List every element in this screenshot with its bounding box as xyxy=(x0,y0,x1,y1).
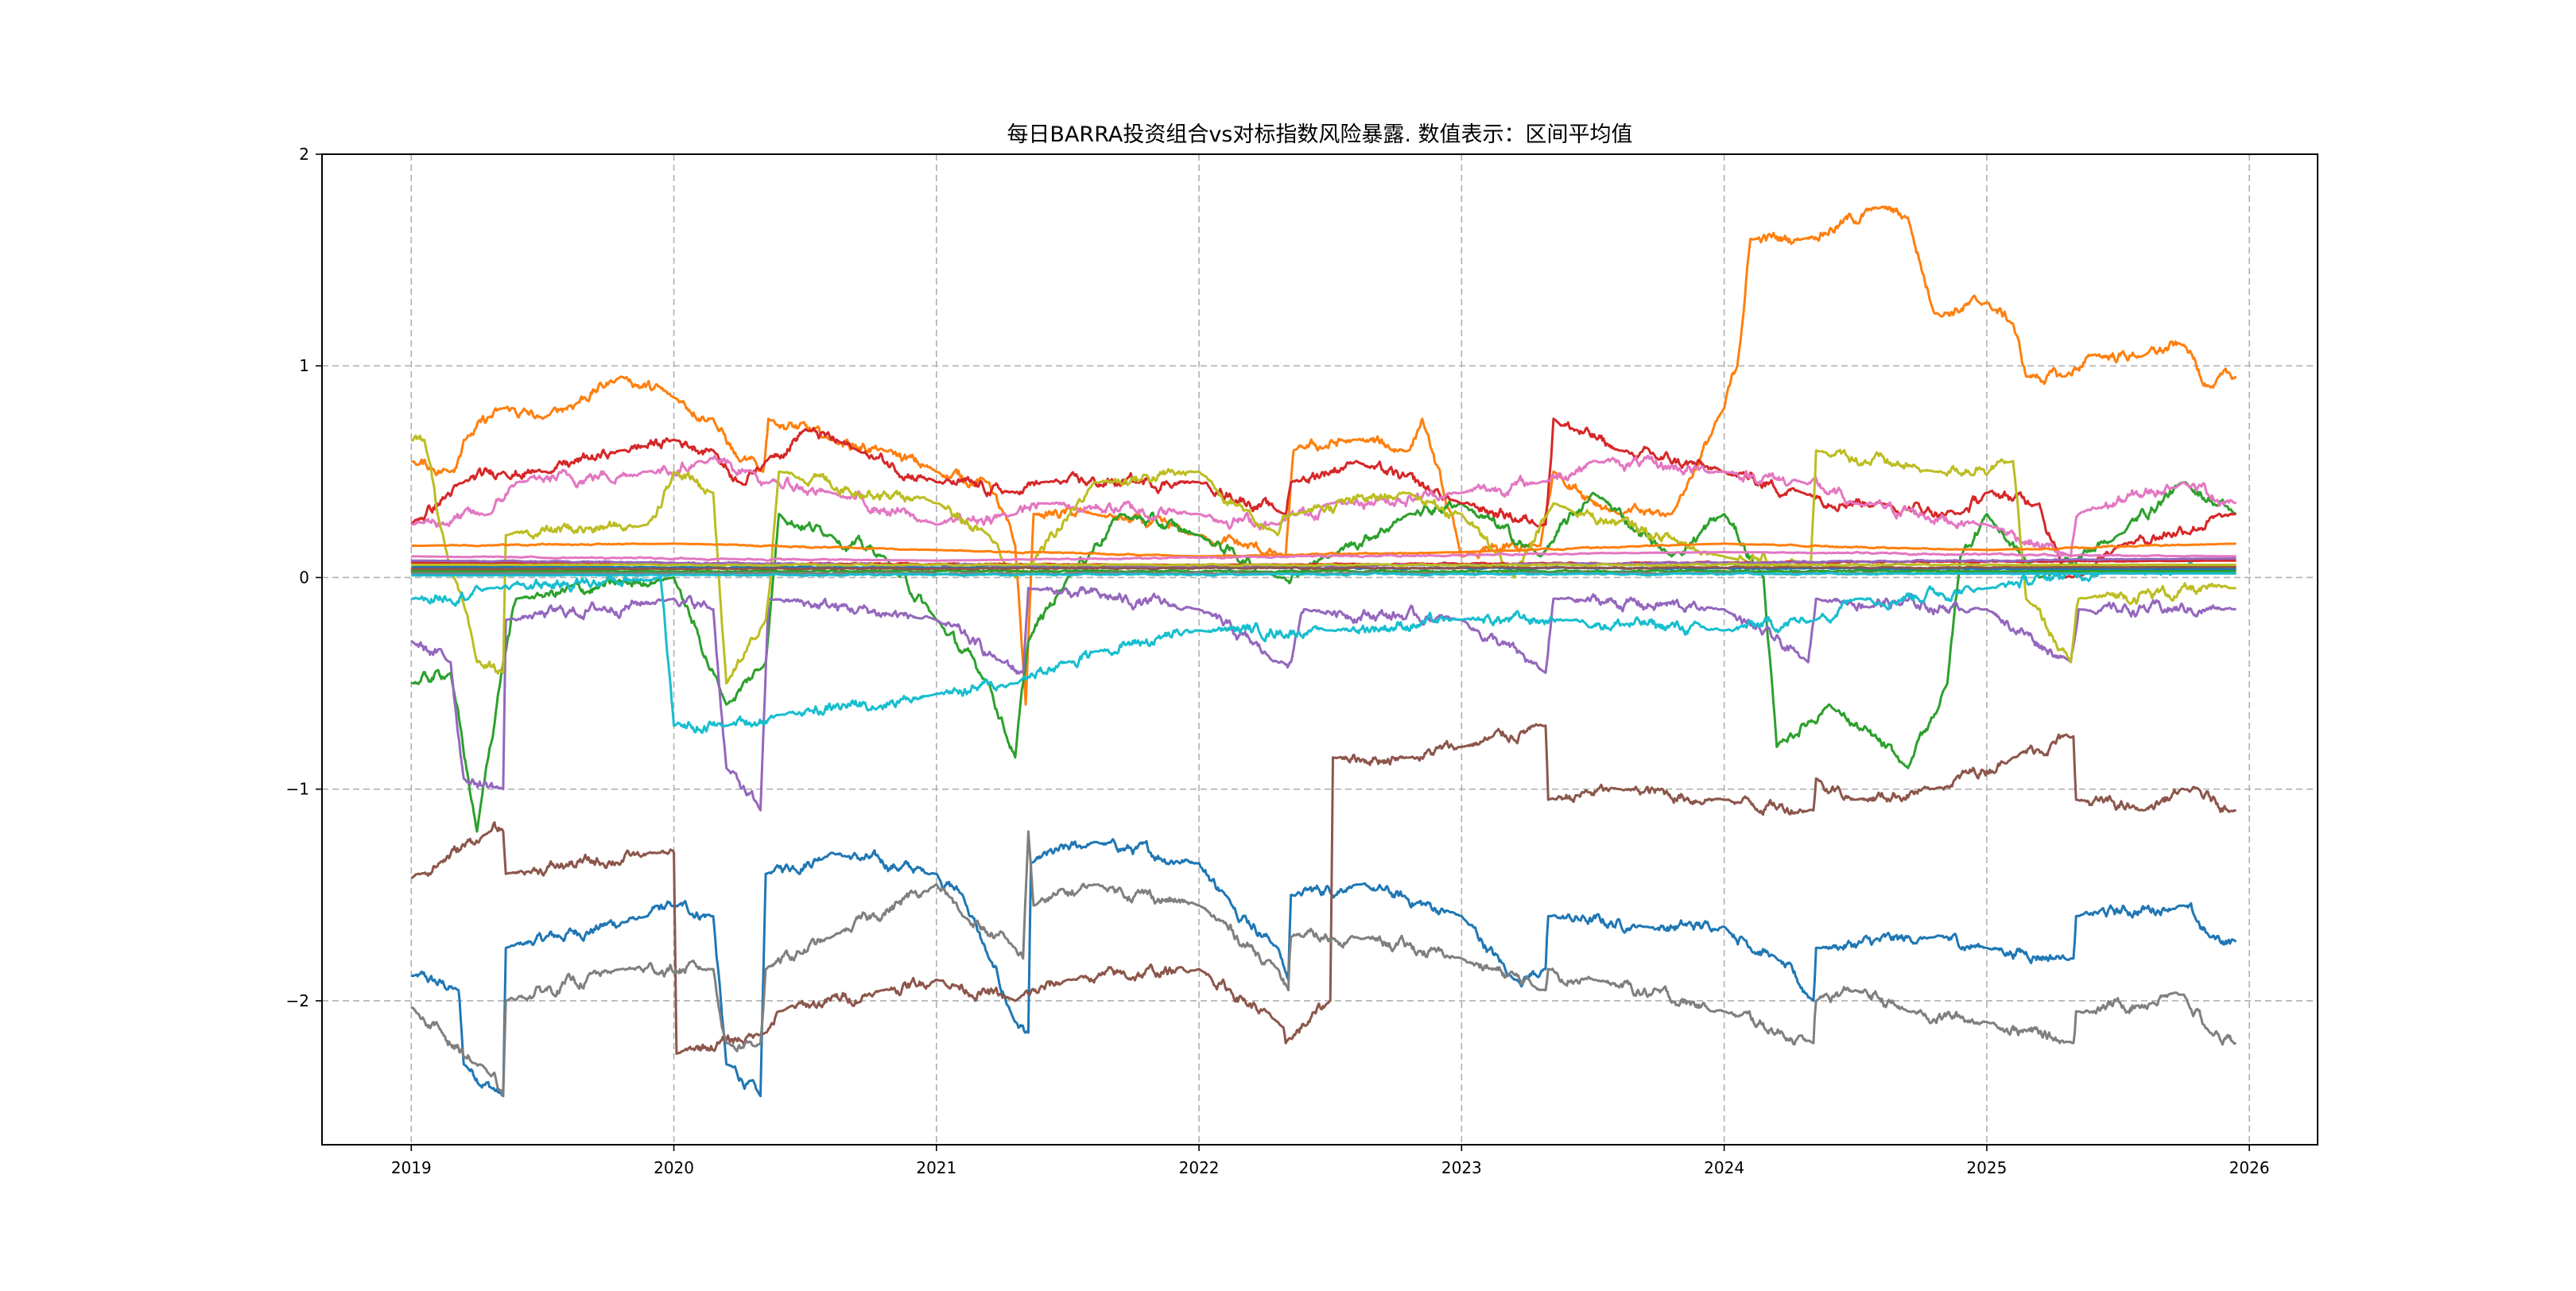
chart-title: 每日BARRA投资组合vs对标指数风险暴露. 数值表示：区间平均值 xyxy=(1007,122,1632,147)
series-lines xyxy=(410,205,2237,1098)
series-red-line xyxy=(410,417,2237,579)
axis-ticks: 2019 2020 2021 2022 2023 2024 2025 2026 −2 −1 0 1 2 xyxy=(286,145,2270,1177)
y-tick-label: −1 xyxy=(286,780,309,799)
plot-frame xyxy=(321,153,2318,1146)
series-green-line xyxy=(410,481,2237,833)
y-tick-label: 1 xyxy=(299,356,309,375)
x-tick-label: 2024 xyxy=(1704,1158,1744,1177)
x-tick-label: 2019 xyxy=(391,1158,432,1177)
series-gray-line xyxy=(410,830,2237,1098)
x-tick-label: 2020 xyxy=(654,1158,694,1177)
x-tick-label: 2023 xyxy=(1441,1158,1482,1177)
series-brown-2-line xyxy=(411,565,2237,571)
series-pink-line xyxy=(410,455,2237,558)
y-tick-label: 2 xyxy=(299,145,309,164)
series-olive-line xyxy=(410,434,2237,685)
y-tick-label: −2 xyxy=(286,991,309,1010)
series-olive-2-line xyxy=(411,562,2237,568)
x-tick-label: 2022 xyxy=(1179,1158,1220,1177)
series-orange-line xyxy=(410,205,2237,706)
series-cyan-2-line xyxy=(411,571,2237,577)
x-tick-label: 2025 xyxy=(1966,1158,2007,1177)
x-tick-label: 2021 xyxy=(916,1158,956,1177)
series-cyan-line xyxy=(411,560,2237,735)
series-purple-line xyxy=(410,586,2237,812)
series-orange-2-line xyxy=(411,542,2237,558)
series-blue-line xyxy=(410,838,2237,1098)
series-brown-line xyxy=(410,723,2237,1055)
grid-lines xyxy=(322,153,2318,1145)
series-pink-2-line xyxy=(411,551,2237,562)
x-tick-label: 2026 xyxy=(2229,1158,2270,1177)
y-tick-label: 0 xyxy=(299,568,309,587)
